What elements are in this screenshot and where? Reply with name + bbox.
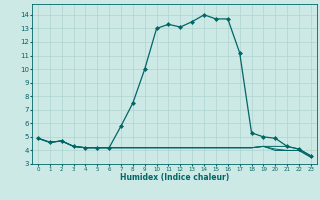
X-axis label: Humidex (Indice chaleur): Humidex (Indice chaleur) [120,173,229,182]
